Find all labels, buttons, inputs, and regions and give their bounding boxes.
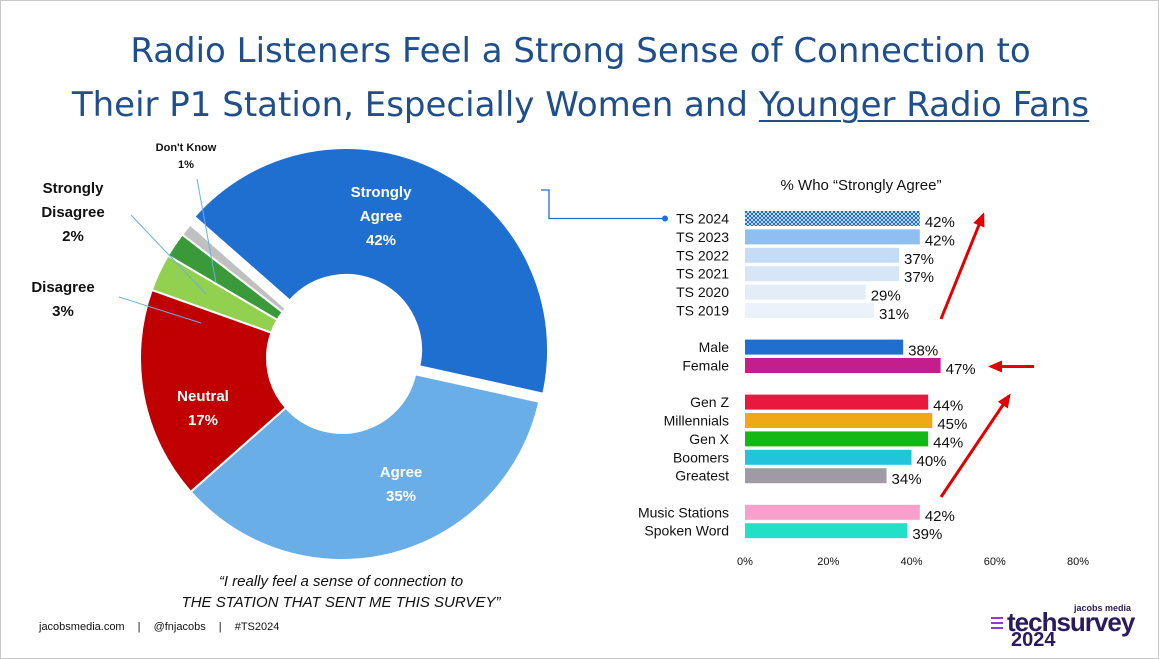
trend-arrow-years-head	[973, 212, 985, 228]
title-line2-underlined: Younger Radio Fans	[758, 85, 1090, 125]
bar-gen-x	[745, 431, 929, 447]
quote: “I really feel a sense of connection to …	[151, 571, 531, 613]
bar-category-label: Greatest	[675, 468, 729, 484]
bar-value-label: 44%	[933, 398, 963, 415]
bar-value-label: 45%	[937, 416, 967, 433]
bar-category-label: Music Stations	[638, 504, 729, 520]
donut-label-neutral: Neutral	[177, 388, 229, 405]
donut-chart: Strongly Agree 42% Agree 35% Neutral 17% Disagr…	[31, 142, 550, 561]
x-tick-label: 40%	[900, 556, 922, 568]
bar-ts-2023	[745, 229, 920, 245]
bar-category-label: Gen Z	[690, 394, 729, 410]
bar-value-label: 44%	[933, 434, 963, 451]
trend-arrow-generations	[939, 395, 1011, 498]
bar-value-label: 39%	[912, 526, 942, 543]
quote-line1: “I really feel a sense of connection to	[218, 573, 464, 590]
bar-ts-2021	[745, 266, 900, 282]
bar-female	[745, 358, 941, 373]
x-tick-label: 0%	[737, 556, 753, 568]
bar-millennials	[745, 413, 933, 428]
bar-value-label: 37%	[904, 269, 934, 286]
logo-name: techsurvey	[1007, 607, 1135, 637]
quote-line2: THE STATION THAT SENT ME THIS SURVEY”	[181, 594, 501, 611]
logo-lines-icon	[991, 617, 1003, 632]
trend-arrow-generations-head	[997, 393, 1011, 409]
bar-category-label: TS 2020	[676, 284, 729, 300]
donut-label-don-t-know: Don't Know	[156, 142, 217, 154]
footer-hashtag: #TS2024	[234, 621, 280, 633]
bar-category-label: Male	[699, 339, 730, 355]
bar-value-label: 47%	[946, 361, 976, 378]
connector-line	[541, 189, 665, 220]
bar-ts-2024	[745, 211, 920, 226]
bar-value-label: 29%	[871, 288, 901, 305]
bar-male	[745, 339, 904, 355]
bar-category-label: Female	[682, 358, 729, 374]
bar-category-label: TS 2019	[676, 303, 729, 319]
pointer-arrow-female-head	[988, 360, 1002, 373]
bar-value-label: 31%	[879, 306, 909, 323]
donut-slice-don-t-know	[180, 223, 288, 314]
bar-category-label: Spoken Word	[644, 523, 729, 539]
footer: jacobsmedia.com | @fnjacobs | #TS2024	[39, 621, 279, 633]
bar-category-label: Millennials	[664, 413, 729, 429]
donut-label-agree: 35%	[386, 488, 416, 505]
title-line2-prefix: Their P1 Station, Especially Women and	[71, 85, 759, 125]
bar-value-label: 38%	[908, 343, 938, 360]
donut-slice-agree	[189, 373, 541, 561]
footer-twitter: @fnjacobs	[153, 621, 206, 633]
bar-value-label: 40%	[917, 453, 947, 470]
bar-value-label: 42%	[925, 214, 955, 231]
connector-dot	[662, 215, 668, 222]
donut-value-strongly-disagree: 2%	[62, 228, 84, 245]
footer-separator: |	[137, 621, 141, 633]
slide-title-line1: Radio Listeners Feel a Strong Sense of C…	[130, 31, 1031, 71]
footer-separator: |	[218, 621, 222, 633]
bar-spoken-word	[745, 523, 908, 539]
leader-line	[196, 178, 217, 284]
donut-label-neutral: 17%	[188, 412, 218, 429]
donut-label-strongly-agree: 42%	[366, 232, 396, 249]
bar-category-label: TS 2021	[676, 266, 729, 282]
bar-category-label: TS 2023	[676, 229, 729, 245]
bar-music-stations	[745, 504, 920, 520]
bar-ts-2022	[745, 247, 900, 263]
leader-line	[118, 296, 202, 324]
slide-title-line2: Their P1 Station, Especially Women and Y…	[1, 85, 1158, 125]
x-tick-label: 80%	[1067, 556, 1089, 568]
donut-label-agree: Agree	[380, 464, 423, 481]
bar-value-label: 37%	[904, 251, 934, 268]
bar-value-label: 42%	[925, 508, 955, 525]
footer-website: jacobsmedia.com	[39, 621, 125, 633]
donut-label-strongly-agree: Agree	[360, 208, 403, 225]
bar-boomers	[745, 449, 912, 465]
bar-chart: % Who “Strongly Agree” TS 2024 42% TS 2023…	[541, 177, 1089, 568]
bar-category-label: Boomers	[673, 449, 729, 465]
bar-gen-z	[745, 394, 929, 410]
bar-value-label: 34%	[892, 471, 922, 488]
donut-value-don-t-know: 1%	[178, 159, 194, 171]
logo-brand: jacobs media	[1073, 603, 1131, 613]
logo-year: 2024	[1011, 629, 1056, 651]
bar-ts-2019	[745, 303, 875, 318]
bar-ts-2020	[745, 284, 866, 300]
techsurvey-logo: jacobs media techsurvey 2024	[991, 603, 1141, 653]
bar-value-label: 42%	[925, 232, 955, 249]
donut-label-strongly-disagree: Strongly	[43, 180, 104, 197]
donut-label-strongly-agree: Strongly	[351, 184, 412, 201]
bar-category-label: Gen X	[689, 431, 729, 447]
leader-line	[130, 214, 207, 295]
bar-greatest	[745, 468, 887, 484]
donut-label-disagree: Disagree	[31, 279, 94, 296]
donut-value-disagree: 3%	[52, 303, 74, 320]
trend-arrow-years	[939, 214, 985, 320]
bar-chart-title: % Who “Strongly Agree”	[781, 177, 942, 194]
bar-category-label: TS 2022	[676, 247, 729, 263]
bar-category-label: TS 2024	[676, 211, 729, 227]
x-tick-label: 60%	[984, 556, 1006, 568]
donut-slice-strongly-agree	[192, 146, 550, 395]
donut-label-strongly-disagree: Disagree	[41, 204, 104, 221]
x-tick-label: 20%	[817, 556, 839, 568]
